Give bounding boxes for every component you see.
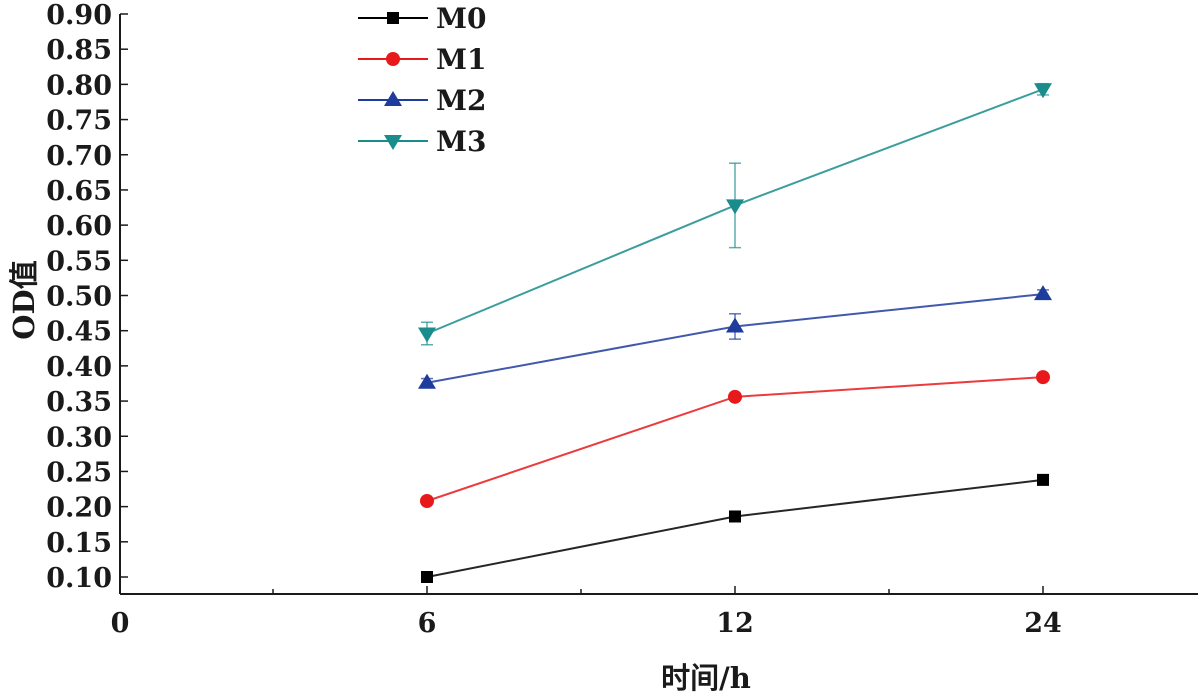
y-tick-label: 0.40 bbox=[46, 352, 112, 383]
legend-label-m3: M3 bbox=[436, 125, 486, 158]
legend-marker-m1 bbox=[386, 52, 400, 66]
y-tick-label: 0.35 bbox=[46, 387, 112, 418]
y-tick-label: 0.45 bbox=[46, 317, 112, 348]
legend-marker-m3 bbox=[384, 135, 402, 150]
x-tick-label: 24 bbox=[1024, 608, 1062, 639]
legend-marker-m2 bbox=[384, 91, 402, 106]
y-tick-label: 0.85 bbox=[46, 35, 112, 66]
y-tick-label: 0.50 bbox=[46, 282, 112, 313]
y-axis-label: OD值 bbox=[7, 260, 41, 339]
y-tick-label: 0.30 bbox=[46, 422, 112, 453]
legend-label-m1: M1 bbox=[436, 43, 486, 76]
y-tick-label: 0.70 bbox=[46, 141, 112, 172]
y-tick-label: 0.90 bbox=[46, 0, 112, 31]
y-tick-label: 0.80 bbox=[46, 70, 112, 101]
data-point-m2 bbox=[726, 317, 744, 333]
y-tick-label: 0.15 bbox=[46, 528, 112, 559]
data-point-m3 bbox=[726, 199, 744, 215]
x-tick-label: 0 bbox=[111, 608, 130, 639]
y-tick-label: 0.60 bbox=[46, 211, 112, 242]
x-axis-label: 时间/h bbox=[661, 661, 751, 695]
y-tick-label: 0.75 bbox=[46, 106, 112, 137]
data-point-m0 bbox=[729, 510, 741, 523]
x-tick-label: 6 bbox=[418, 608, 437, 639]
legend-marker-m0 bbox=[387, 12, 399, 24]
data-point-m2 bbox=[418, 373, 436, 389]
data-point-m2 bbox=[1034, 285, 1052, 301]
y-tick-label: 0.65 bbox=[46, 176, 112, 207]
legend-label-m2: M2 bbox=[436, 84, 486, 117]
legend-label-m0: M0 bbox=[436, 2, 486, 35]
x-tick-label: 12 bbox=[716, 608, 754, 639]
data-point-m3 bbox=[418, 327, 436, 343]
data-point-m0 bbox=[1037, 473, 1049, 486]
data-point-m1 bbox=[728, 389, 742, 404]
data-point-m0 bbox=[421, 571, 433, 583]
y-tick-label: 0.10 bbox=[46, 563, 112, 594]
y-tick-label: 0.20 bbox=[46, 493, 112, 524]
y-tick-label: 0.25 bbox=[46, 457, 112, 488]
data-point-m1 bbox=[420, 493, 434, 508]
series-line-m0 bbox=[426, 478, 1044, 578]
y-tick-label: 0.55 bbox=[46, 246, 112, 277]
data-point-m3 bbox=[1034, 83, 1052, 99]
data-point-m1 bbox=[1036, 370, 1050, 385]
